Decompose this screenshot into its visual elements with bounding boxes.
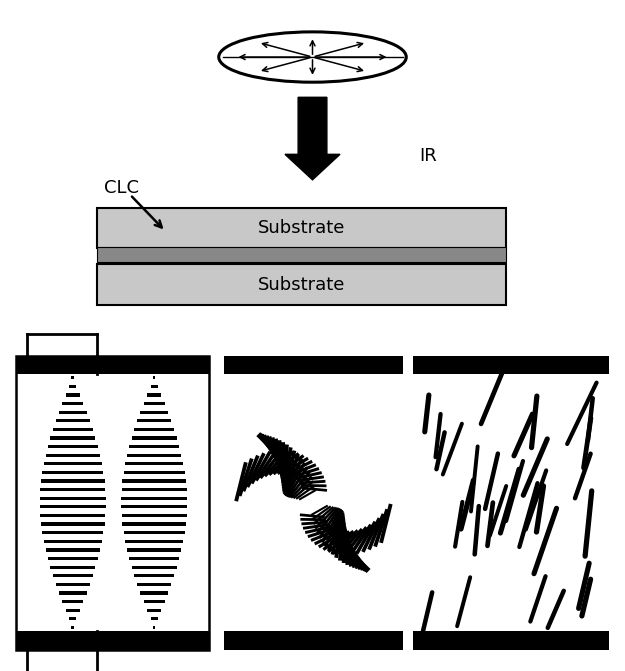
Bar	[69, 384, 76, 388]
Bar	[44, 462, 102, 466]
Bar	[97, 247, 506, 262]
Bar	[122, 514, 187, 517]
Bar	[134, 428, 174, 431]
Bar	[129, 445, 179, 448]
Text: IR: IR	[419, 147, 437, 164]
Text: Substrate: Substrate	[258, 276, 345, 293]
Ellipse shape	[219, 32, 406, 82]
Bar	[40, 514, 105, 517]
Bar	[122, 480, 186, 482]
Bar	[137, 419, 171, 423]
Bar	[40, 497, 106, 500]
Bar	[127, 548, 181, 552]
Bar	[137, 582, 171, 586]
Bar	[144, 402, 164, 405]
Bar	[151, 617, 158, 621]
Bar	[59, 591, 87, 595]
Bar	[121, 497, 187, 500]
Bar	[46, 548, 100, 552]
Bar	[153, 376, 156, 379]
Bar	[71, 376, 74, 379]
Bar	[124, 531, 185, 534]
Bar	[125, 462, 183, 466]
Bar	[141, 411, 168, 414]
Bar	[41, 480, 104, 482]
Bar	[50, 436, 96, 440]
Bar	[153, 626, 156, 629]
Bar	[62, 600, 83, 603]
Bar	[56, 419, 90, 423]
Bar	[144, 600, 164, 603]
Bar	[40, 488, 105, 491]
Bar	[44, 539, 102, 543]
Bar	[69, 617, 76, 621]
Bar	[122, 523, 186, 525]
Bar	[131, 436, 177, 440]
Bar	[46, 454, 100, 457]
Bar	[56, 582, 90, 586]
Text: CLC: CLC	[104, 179, 139, 197]
Bar	[129, 557, 179, 560]
Bar	[121, 505, 187, 509]
Bar	[50, 566, 96, 569]
Bar	[97, 208, 506, 248]
Bar	[141, 591, 168, 595]
Bar	[53, 428, 92, 431]
Bar	[42, 471, 103, 474]
Bar	[40, 505, 106, 509]
Bar	[224, 631, 403, 650]
Bar	[412, 356, 609, 374]
Bar	[97, 264, 506, 305]
Bar	[71, 626, 74, 629]
Bar	[134, 574, 174, 577]
FancyArrow shape	[285, 97, 340, 180]
Bar	[42, 531, 103, 534]
Bar	[53, 574, 92, 577]
Bar	[147, 393, 161, 397]
Bar	[224, 356, 403, 374]
Bar	[66, 609, 80, 612]
Bar	[66, 393, 80, 397]
Bar	[16, 631, 209, 650]
Bar	[125, 539, 183, 543]
Bar	[124, 471, 185, 474]
Bar	[62, 402, 83, 405]
Bar	[16, 356, 209, 650]
Bar	[147, 609, 161, 612]
Bar	[412, 631, 609, 650]
Bar	[48, 445, 98, 448]
Bar	[16, 356, 209, 374]
Bar	[41, 523, 104, 525]
Bar	[122, 488, 187, 491]
Text: Substrate: Substrate	[258, 219, 345, 237]
Bar	[127, 454, 181, 457]
Bar	[151, 384, 158, 388]
Bar	[59, 411, 87, 414]
Bar	[48, 557, 98, 560]
Bar	[131, 566, 177, 569]
